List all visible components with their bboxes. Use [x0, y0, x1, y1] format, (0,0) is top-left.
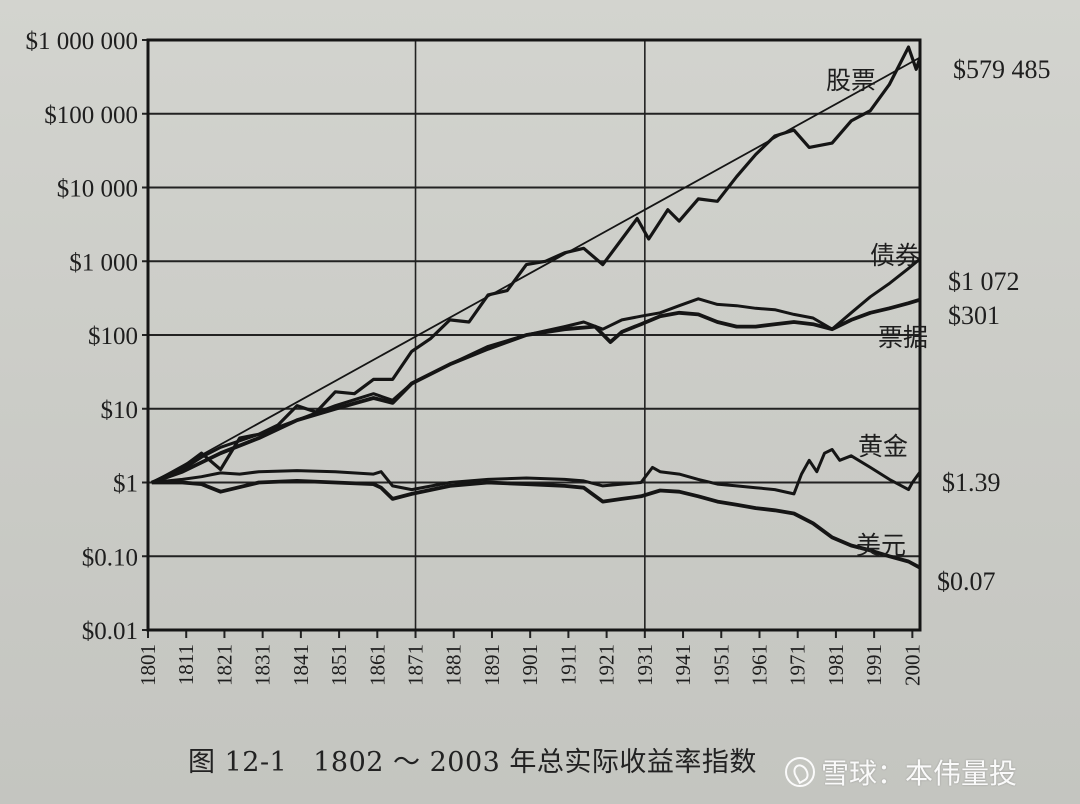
series-line-gold [151, 448, 922, 496]
figure-caption: 图 12-1 1802 ～ 2003 年总实际收益率指数 [188, 740, 757, 779]
x-tick-label: 1971 [786, 644, 810, 686]
plot-frame [146, 38, 922, 632]
end-value-dollar: $0.07 [937, 567, 996, 596]
series-lines [151, 45, 922, 570]
y-tick-label: $100 [88, 323, 138, 350]
series-label-stocks: 股票 [826, 66, 876, 95]
x-tick-label: 1811 [174, 644, 198, 685]
plot-border [146, 38, 922, 632]
y-tick-label: $0.10 [82, 544, 138, 571]
x-tick-label: 1921 [595, 644, 619, 686]
x-axis-ticks: 1801 1811 1821 1831 1841 1851 1861 1871 1881 1891… [136, 630, 924, 686]
x-tick-label: 1881 [442, 644, 466, 686]
series-label-bills: 票据 [878, 323, 928, 352]
x-tick-label: 1861 [365, 644, 389, 686]
y-tick-label: $1 000 000 [26, 28, 139, 55]
y-tick-label: $1 000 [69, 249, 138, 276]
y-tick-label: $1 [113, 471, 138, 498]
x-tick-label: 1831 [251, 644, 275, 686]
x-tick-label: 1871 [404, 644, 428, 686]
series-line-dollar [151, 478, 921, 570]
x-tick-label: 1931 [633, 644, 657, 686]
series-label-gold: 黄金 [858, 432, 908, 461]
x-tick-label: 1941 [671, 644, 695, 686]
x-tick-label: 2001 [900, 644, 924, 686]
x-tick-label: 1801 [136, 644, 160, 686]
x-tick-label: 1991 [862, 644, 886, 686]
chart-canvas: $1 000 000 $100 000 $10 000 $1 000 $100 $10 $1… [26, 28, 1051, 686]
x-tick-label: 1901 [518, 644, 542, 686]
watermark: 雪球：本伟量投 [785, 752, 1017, 792]
y-tick-label: $10 000 [57, 176, 138, 203]
x-tick-label: 1821 [212, 644, 236, 686]
y-axis-ticks: $1 000 000 $100 000 $10 000 $1 000 $100 $10 $1… [26, 28, 139, 645]
y-tick-label: $100 000 [44, 102, 138, 129]
series-line-bonds [151, 257, 921, 484]
end-value-bonds: $1 072 [948, 267, 1020, 296]
x-tick-label: 1951 [709, 644, 733, 686]
x-tick-label: 1981 [824, 644, 848, 686]
end-value-stocks: $579 485 [953, 55, 1051, 84]
y-tick-label: $0.01 [82, 618, 138, 645]
series-line-stocks [151, 45, 922, 484]
x-tick-label: 1961 [747, 644, 771, 686]
end-value-gold: $1.39 [942, 468, 1001, 497]
y-tick-label: $10 [101, 397, 139, 424]
end-value-bills: $301 [948, 301, 1000, 330]
snowball-logo-icon [785, 757, 815, 787]
series-line-stocks-trend [151, 56, 921, 484]
x-tick-label: 1891 [480, 644, 504, 686]
figure-number: 图 12-1 [188, 747, 288, 778]
x-tick-label: 1841 [289, 644, 313, 686]
x-tick-label: 1851 [327, 644, 351, 686]
figure-caption-text: 1802 ～ 2003 年总实际收益率指数 [313, 747, 757, 778]
x-tick-label: 1911 [556, 644, 580, 685]
series-label-bonds: 债券 [870, 241, 920, 270]
watermark-text: 雪球：本伟量投 [821, 757, 1018, 790]
series-label-dollar: 美元 [856, 531, 906, 560]
series-line-bills [151, 297, 921, 485]
